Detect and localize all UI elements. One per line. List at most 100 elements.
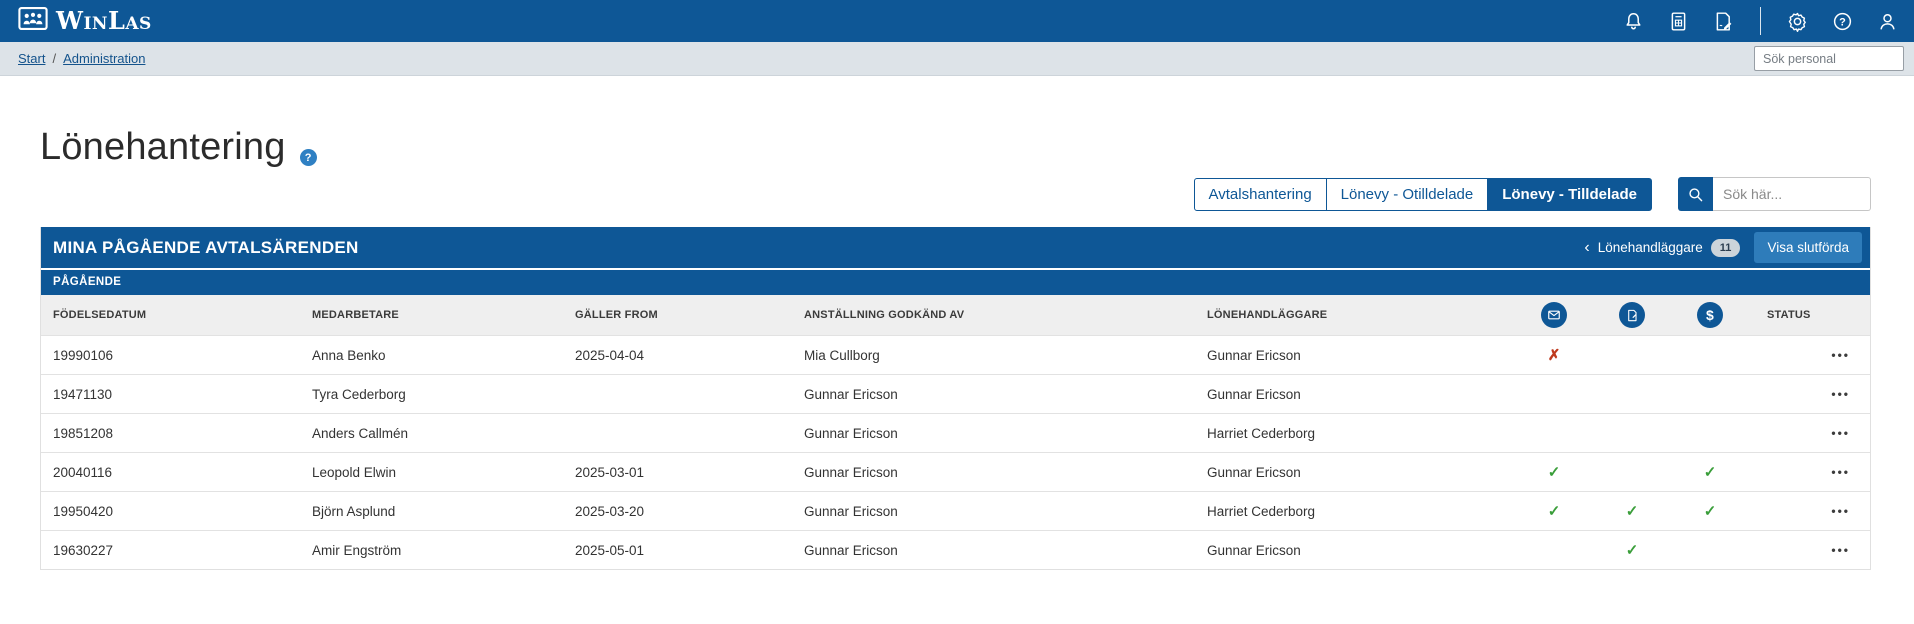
- cell-status: •••: [1749, 544, 1870, 556]
- view-tab-group: Avtalshantering Lönevy - Otilldelade Lön…: [1193, 177, 1652, 211]
- cell-handler: Gunnar Ericson: [1207, 464, 1301, 480]
- row-actions-menu[interactable]: •••: [1831, 426, 1850, 440]
- cell-employee: Anders Callmén: [312, 425, 409, 441]
- cell-valid-from: 2025-04-04: [575, 347, 645, 363]
- breadcrumb: Start / Administration: [18, 51, 145, 66]
- row-actions-menu[interactable]: •••: [1831, 465, 1850, 479]
- mail-icon: [1541, 302, 1567, 328]
- winlas-logo-icon: [18, 7, 48, 35]
- title-row: Lönehantering ?: [40, 126, 1871, 169]
- contract-status-mark: ✓: [1625, 503, 1639, 520]
- table-search: [1678, 177, 1871, 211]
- cell-employee: Anna Benko: [312, 347, 386, 363]
- table-row[interactable]: 19630227 Amir Engström 2025-05-01 Gunnar…: [41, 530, 1870, 569]
- contract-status-mark: ✓: [1625, 542, 1639, 559]
- cell-handler: Harriet Cederborg: [1207, 503, 1316, 519]
- mail-status-mark: ✗: [1547, 347, 1561, 364]
- cell-valid-from: 2025-03-01: [575, 464, 645, 480]
- report-document-icon[interactable]: [1668, 11, 1689, 32]
- mail-status-mark: ✓: [1547, 464, 1561, 481]
- cell-birthdate: 19851208: [53, 425, 114, 441]
- tab-avtalshantering[interactable]: Avtalshantering: [1193, 177, 1327, 211]
- topbar: WinLas ?: [0, 0, 1914, 42]
- tab-lonevy-tilldelade[interactable]: Lönevy - Tilldelade: [1487, 177, 1652, 211]
- cell-birthdate: 19471130: [53, 386, 113, 402]
- show-completed-button[interactable]: Visa slutförda: [1754, 232, 1862, 263]
- salary-status-mark: ✓: [1703, 464, 1717, 481]
- cell-employee: Tyra Cederborg: [312, 386, 406, 402]
- handler-count-badge: 11: [1710, 238, 1741, 257]
- table-row[interactable]: 20040116 Leopold Elwin 2025-03-01 Gunnar…: [41, 452, 1870, 491]
- table-row[interactable]: 19990106 Anna Benko 2025-04-04 Mia Cullb…: [41, 335, 1870, 374]
- cell-birthdate: 19630227: [53, 542, 114, 558]
- brand-name: WinLas: [56, 6, 152, 35]
- table-search-input[interactable]: [1713, 177, 1871, 211]
- row-actions-menu[interactable]: •••: [1831, 348, 1850, 362]
- breadcrumb-start-link[interactable]: Start: [18, 51, 46, 66]
- row-actions-menu[interactable]: •••: [1831, 543, 1850, 557]
- chevron-left-icon: ‹: [1584, 238, 1590, 256]
- cell-birthdate: 19950420: [53, 503, 114, 519]
- col-galler-from: GÄLLER FROM: [575, 309, 658, 321]
- contract-signed-icon: [1619, 302, 1645, 328]
- cell-handler: Harriet Cederborg: [1207, 425, 1316, 441]
- personal-search-input[interactable]: [1754, 46, 1904, 71]
- page-help-icon[interactable]: ?: [299, 149, 317, 166]
- cell-employee: Leopold Elwin: [312, 464, 397, 480]
- panel-title: MINA PÅGÅENDE AVTALSÄRENDEN: [53, 237, 359, 257]
- handler-toggle-label: Lönehandläggare: [1597, 240, 1703, 255]
- cell-handler: Gunnar Ericson: [1207, 386, 1301, 402]
- cell-employee: Amir Engström: [312, 542, 402, 558]
- col-contract: [1593, 302, 1671, 328]
- cell-approved-by: Gunnar Ericson: [804, 464, 898, 480]
- winlas-logo[interactable]: WinLas: [18, 7, 152, 35]
- cell-status: •••: [1749, 427, 1870, 439]
- cell-status: •••: [1749, 388, 1870, 400]
- tab-lonevy-otilldelade[interactable]: Lönevy - Otilldelade: [1325, 177, 1489, 211]
- table-row[interactable]: 19851208 Anders Callmén Gunnar Ericson H…: [41, 413, 1870, 452]
- cell-valid-from: 2025-05-01: [575, 542, 645, 558]
- salary-dollar-icon: $: [1697, 302, 1723, 328]
- row-actions-menu[interactable]: •••: [1831, 504, 1850, 518]
- search-button[interactable]: [1678, 177, 1713, 211]
- panel-header: MINA PÅGÅENDE AVTALSÄRENDEN ‹ Lönehandlä…: [41, 227, 1870, 268]
- search-icon: [1689, 187, 1703, 201]
- svg-text:?: ?: [1839, 16, 1846, 28]
- section-label: PÅGÅENDE: [41, 268, 1870, 295]
- contract-edit-icon[interactable]: [1713, 11, 1734, 32]
- table-row[interactable]: 19471130 Tyra Cederborg Gunnar Ericson G…: [41, 374, 1870, 413]
- breadcrumb-bar: Start / Administration: [0, 42, 1914, 76]
- settings-gear-icon[interactable]: [1787, 11, 1808, 32]
- mail-status-mark: ✓: [1547, 503, 1561, 520]
- personal-search: [1754, 46, 1904, 71]
- cell-status: •••: [1749, 466, 1870, 478]
- row-actions-menu[interactable]: •••: [1831, 387, 1850, 401]
- topbar-actions: ?: [1623, 7, 1898, 35]
- col-lonehandlaggare: LÖNEHANDLÄGGARE: [1207, 309, 1328, 321]
- topbar-divider: [1760, 7, 1761, 35]
- col-anstallning-godkand-av: ANSTÄLLNING GODKÄND AV: [804, 309, 965, 321]
- page-title: Lönehantering: [40, 126, 286, 168]
- view-controls: Avtalshantering Lönevy - Otilldelade Lön…: [40, 177, 1871, 211]
- cell-birthdate: 20040116: [53, 464, 113, 480]
- panel-tools: ‹ Lönehandläggare 11 Visa slutförda: [1584, 232, 1862, 263]
- col-medarbetare: MEDARBETARE: [312, 309, 399, 321]
- cell-approved-by: Mia Cullborg: [804, 347, 880, 363]
- cell-approved-by: Gunnar Ericson: [804, 503, 898, 519]
- main-content: Lönehantering ? Avtalshantering Lönevy -…: [0, 126, 1914, 570]
- col-status: STATUS: [1767, 309, 1811, 321]
- breadcrumb-administration-link[interactable]: Administration: [63, 51, 146, 66]
- user-icon[interactable]: [1877, 11, 1898, 32]
- cell-status: •••: [1749, 349, 1870, 361]
- cell-approved-by: Gunnar Ericson: [804, 542, 898, 558]
- bell-icon[interactable]: [1623, 11, 1644, 32]
- table-header-row: FÖDELSEDATUM MEDARBETARE GÄLLER FROM ANS…: [41, 295, 1870, 335]
- avtalsarenden-panel: MINA PÅGÅENDE AVTALSÄRENDEN ‹ Lönehandlä…: [40, 227, 1871, 570]
- help-icon[interactable]: ?: [1832, 11, 1853, 32]
- table-row[interactable]: 19950420 Björn Asplund 2025-03-20 Gunnar…: [41, 491, 1870, 530]
- col-salary: $: [1671, 302, 1749, 328]
- cell-handler: Gunnar Ericson: [1207, 347, 1301, 363]
- col-fodelsedatum: FÖDELSEDATUM: [53, 309, 147, 321]
- col-mail: [1515, 302, 1593, 328]
- handler-toggle[interactable]: ‹ Lönehandläggare 11: [1584, 238, 1741, 257]
